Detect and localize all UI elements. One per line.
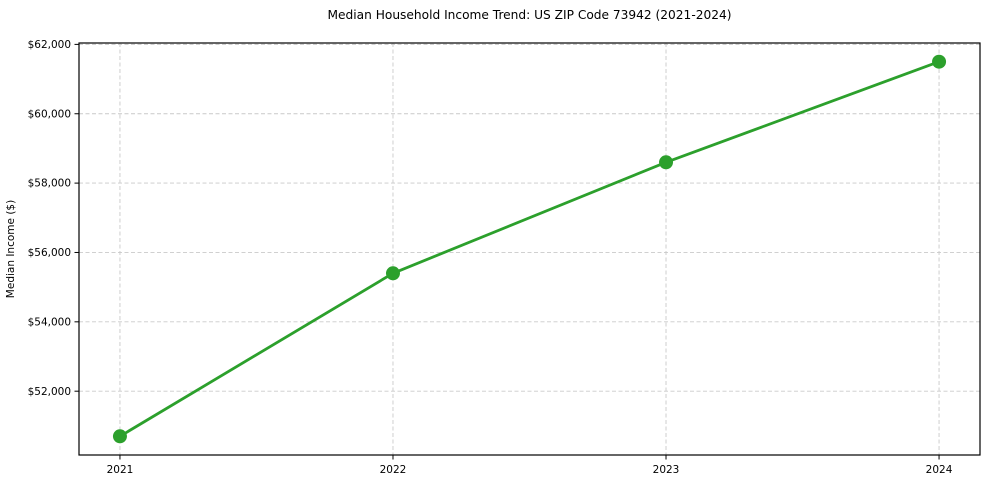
data-point xyxy=(659,155,674,170)
x-tick-label: 2022 xyxy=(380,464,407,476)
y-axis-label: Median Income ($) xyxy=(5,200,17,298)
data-point xyxy=(112,429,127,444)
x-tick-label: 2023 xyxy=(653,464,680,476)
x-tick-label: 2021 xyxy=(107,464,134,476)
chart-title: Median Household Income Trend: US ZIP Co… xyxy=(327,8,732,22)
data-point xyxy=(385,266,400,281)
y-tick-label: $58,000 xyxy=(28,178,71,190)
x-tick-label: 2024 xyxy=(926,464,953,476)
y-tick-label: $52,000 xyxy=(28,386,71,398)
trend-line xyxy=(118,60,941,438)
y-tick-label: $54,000 xyxy=(28,316,71,328)
data-point xyxy=(932,54,947,69)
plot-border xyxy=(78,42,981,456)
y-tick-label: $60,000 xyxy=(28,108,71,120)
y-tick-label: $56,000 xyxy=(28,247,71,259)
y-tick-label: $62,000 xyxy=(28,39,71,51)
